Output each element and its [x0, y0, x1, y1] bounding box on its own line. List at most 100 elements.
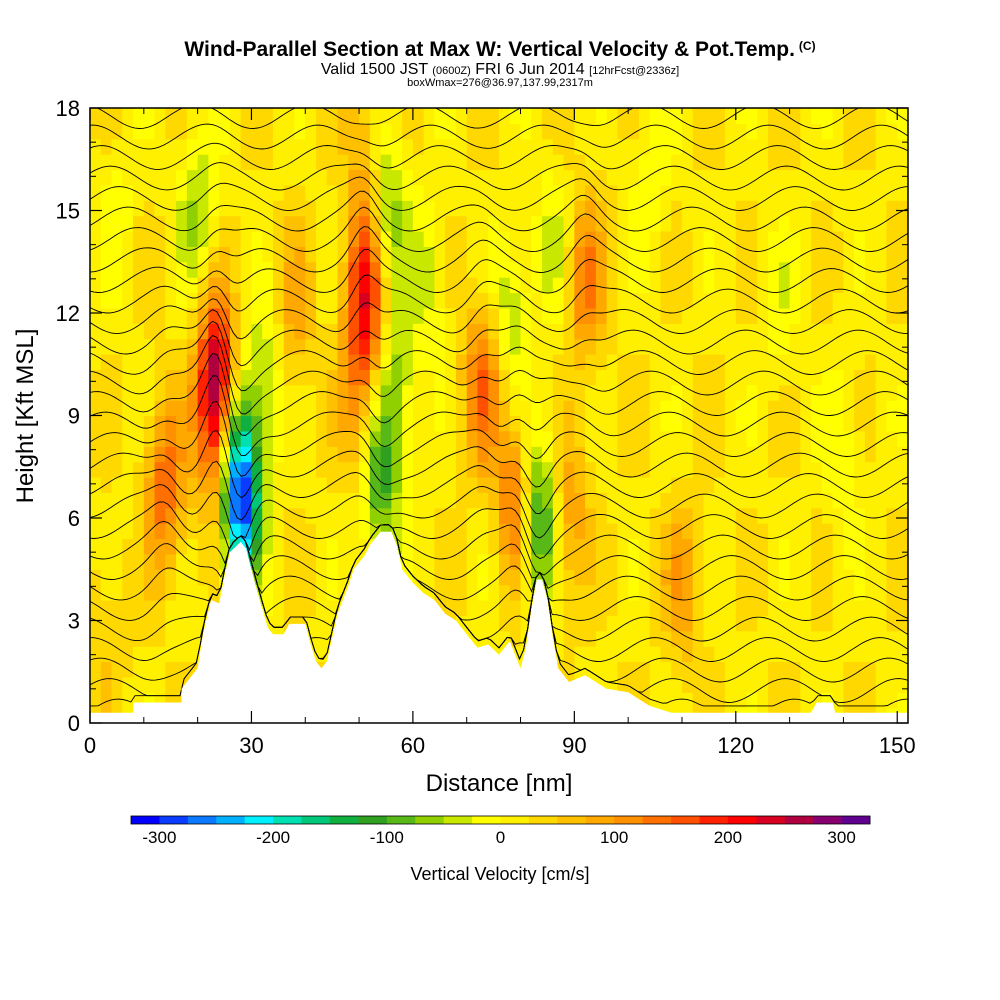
velocity-cell [208, 553, 220, 570]
velocity-cell [305, 400, 317, 417]
velocity-cell [305, 369, 317, 386]
velocity-cell [606, 584, 618, 601]
velocity-cell [757, 600, 769, 616]
velocity-cell [100, 400, 113, 417]
velocity-cell [692, 630, 705, 647]
velocity-cell [746, 461, 758, 478]
velocity-cell [595, 461, 608, 478]
velocity-cell [757, 523, 769, 540]
velocity-cell [240, 108, 253, 124]
velocity-cell [326, 538, 339, 555]
velocity-cell [294, 277, 306, 294]
velocity-cell [133, 523, 145, 540]
velocity-cell [154, 492, 166, 509]
velocity-cell [628, 400, 640, 417]
velocity-cell [316, 384, 328, 401]
velocity-cell [455, 507, 468, 524]
velocity-cell [111, 292, 123, 309]
velocity-cell [369, 200, 382, 217]
velocity-cell [466, 138, 479, 155]
velocity-cell [811, 323, 823, 340]
velocity-cell [359, 169, 371, 186]
velocity-cell [746, 400, 758, 417]
velocity-cell [369, 138, 382, 155]
velocity-cell [897, 553, 908, 570]
velocity-cell [90, 123, 102, 140]
velocity-cell [305, 569, 317, 586]
velocity-cell [552, 292, 565, 309]
velocity-cell [574, 384, 586, 401]
terrain-profile [90, 531, 908, 723]
velocity-cell [897, 246, 908, 263]
velocity-cell [219, 169, 231, 186]
velocity-cell [778, 123, 791, 140]
velocity-cell [628, 538, 640, 555]
velocity-cell [262, 184, 274, 201]
velocity-cell [455, 231, 468, 247]
velocity-cell [714, 584, 726, 601]
velocity-cell [100, 154, 113, 171]
velocity-cell [122, 231, 134, 247]
velocity-cell [789, 646, 801, 663]
velocity-cell [412, 292, 425, 309]
velocity-cell [380, 369, 392, 386]
velocity-cell [628, 615, 640, 632]
velocity-cell [122, 569, 134, 586]
velocity-cell [208, 446, 220, 463]
velocity-cell [671, 630, 683, 647]
velocity-cell [402, 538, 414, 555]
velocity-cell [176, 384, 188, 401]
velocity-cell [305, 446, 317, 463]
velocity-cell [875, 446, 888, 463]
velocity-cell [402, 138, 414, 155]
velocity-cell [681, 354, 694, 370]
velocity-cell [638, 354, 651, 370]
velocity-cell [316, 138, 328, 155]
velocity-cell [520, 184, 532, 201]
velocity-cell [122, 261, 134, 278]
velocity-cell [176, 661, 188, 678]
velocity-cell [606, 646, 618, 663]
velocity-cell [434, 461, 446, 478]
velocity-cell [154, 200, 166, 217]
velocity-cell [229, 231, 242, 247]
velocity-cell [800, 477, 812, 493]
velocity-cell [294, 615, 306, 632]
y-tick-label: 6 [68, 506, 80, 531]
velocity-cell [208, 169, 220, 186]
velocity-cell [488, 615, 500, 632]
velocity-cell [455, 553, 468, 570]
velocity-cell [778, 523, 791, 540]
velocity-cell [412, 569, 425, 586]
velocity-cell [412, 461, 425, 478]
velocity-cell [122, 138, 134, 155]
velocity-cell [671, 507, 683, 524]
velocity-cell [864, 400, 877, 417]
velocity-cell [111, 676, 123, 693]
velocity-cell [122, 369, 134, 386]
velocity-cell [176, 108, 188, 124]
velocity-cell [316, 292, 328, 309]
velocity-cell [369, 292, 382, 309]
velocity-cell [768, 461, 780, 478]
velocity-cell [143, 584, 156, 601]
velocity-cell [380, 261, 392, 278]
velocity-cell [681, 184, 694, 201]
velocity-cell [122, 292, 134, 309]
velocity-cell [725, 538, 737, 555]
velocity-cell [821, 646, 834, 663]
velocity-cell [692, 246, 705, 263]
velocity-cell [488, 569, 500, 586]
velocity-cell [703, 676, 715, 693]
velocity-cell [466, 338, 479, 355]
velocity-cell [402, 523, 414, 540]
velocity-cell [552, 569, 565, 586]
velocity-cell [854, 507, 866, 524]
velocity-cell [714, 461, 726, 478]
velocity-cell [348, 477, 360, 493]
velocity-cell [122, 523, 134, 540]
velocity-cell [886, 108, 898, 124]
velocity-cell [272, 569, 285, 586]
velocity-cell [746, 477, 758, 493]
velocity-cell [219, 461, 231, 478]
